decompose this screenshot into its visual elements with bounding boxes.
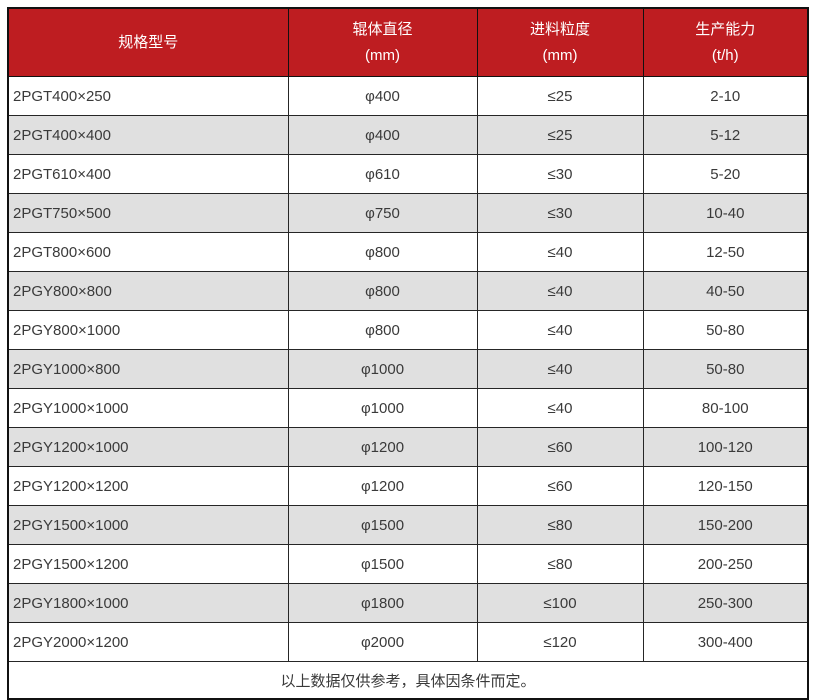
value-cell: ≤40 [476, 271, 644, 311]
value-cell: φ1800 [287, 583, 478, 623]
value-cell: ≤80 [476, 544, 644, 584]
value-cell: ≤80 [476, 505, 644, 545]
value-cell: ≤40 [476, 388, 644, 428]
model-cell: 2PGT800×600 [7, 232, 289, 272]
value-cell: 300-400 [642, 622, 809, 662]
model-cell: 2PGY1200×1200 [7, 466, 289, 506]
value-cell: 250-300 [642, 583, 809, 623]
table-footer: 以上数据仅供参考，具体因条件而定。 [7, 661, 809, 700]
model-cell: 2PGY1500×1200 [7, 544, 289, 584]
column-header-label: 进料粒度 [529, 20, 590, 38]
table-row: 2PGY800×1000 φ800 ≤40 50-80 [7, 310, 809, 350]
value-cell: φ1200 [287, 427, 478, 467]
column-header-label: 规格型号 [118, 33, 179, 51]
value-cell: 40-50 [642, 271, 809, 311]
value-cell: φ750 [287, 193, 478, 233]
table-row: 2PGY1200×1200 φ1200 ≤60 120-150 [7, 466, 809, 506]
column-header-unit: (t/h) [711, 46, 739, 64]
value-cell: 80-100 [642, 388, 809, 428]
value-cell: ≤120 [476, 622, 644, 662]
model-cell: 2PGT610×400 [7, 154, 289, 194]
table-row: 2PGY1000×1000 φ1000 ≤40 80-100 [7, 388, 809, 428]
value-cell: 150-200 [642, 505, 809, 545]
table-row: 2PGY800×800 φ800 ≤40 40-50 [7, 271, 809, 311]
value-cell: 5-20 [642, 154, 809, 194]
value-cell: ≤30 [476, 154, 644, 194]
value-cell: φ800 [287, 271, 478, 311]
value-cell: 10-40 [642, 193, 809, 233]
value-cell: 200-250 [642, 544, 809, 584]
value-cell: ≤40 [476, 349, 644, 389]
model-cell: 2PGY800×1000 [7, 310, 289, 350]
model-cell: 2PGT750×500 [7, 193, 289, 233]
column-header-2: 辊体直径 (mm) [287, 7, 478, 77]
column-header-label: 辊体直径 [352, 20, 413, 38]
column-header-4: 生产能力 (t/h) [642, 7, 809, 77]
value-cell: 120-150 [642, 466, 809, 506]
table-header: 规格型号 辊体直径 (mm) 进料粒度 (mm) 生产能力 (t/h) [7, 7, 809, 77]
table-row: 2PGY1200×1000 φ1200 ≤60 100-120 [7, 427, 809, 467]
value-cell: φ400 [287, 115, 478, 155]
value-cell: ≤25 [476, 76, 644, 116]
value-cell: φ2000 [287, 622, 478, 662]
model-cell: 2PGT400×250 [7, 76, 289, 116]
value-cell: φ1200 [287, 466, 478, 506]
column-header-3: 进料粒度 (mm) [476, 7, 644, 77]
value-cell: 100-120 [642, 427, 809, 467]
table-row: 2PGY2000×1200 φ2000 ≤120 300-400 [7, 622, 809, 662]
value-cell: φ1000 [287, 349, 478, 389]
model-cell: 2PGY1200×1000 [7, 427, 289, 467]
model-cell: 2PGY1000×1000 [7, 388, 289, 428]
value-cell: 2-10 [642, 76, 809, 116]
value-cell: φ1500 [287, 505, 478, 545]
spec-table: 规格型号 辊体直径 (mm) 进料粒度 (mm) 生产能力 (t/h) 2PGT400×25… [7, 7, 809, 700]
column-header-1: 规格型号 [7, 7, 289, 77]
value-cell: ≤60 [476, 427, 644, 467]
value-cell: φ610 [287, 154, 478, 194]
table-row: 2PGT400×250 φ400 ≤25 2-10 [7, 76, 809, 116]
table-row: 2PGY1500×1000 φ1500 ≤80 150-200 [7, 505, 809, 545]
footer-row: 以上数据仅供参考，具体因条件而定。 [7, 661, 809, 700]
value-cell: 50-80 [642, 349, 809, 389]
column-header-unit: (mm) [542, 46, 578, 64]
model-cell: 2PGY1500×1000 [7, 505, 289, 545]
value-cell: φ800 [287, 232, 478, 272]
value-cell: 5-12 [642, 115, 809, 155]
value-cell: ≤60 [476, 466, 644, 506]
table-row: 2PGY1000×800 φ1000 ≤40 50-80 [7, 349, 809, 389]
table-row: 2PGT750×500 φ750 ≤30 10-40 [7, 193, 809, 233]
table-row: 2PGY1800×1000 φ1800 ≤100 250-300 [7, 583, 809, 623]
value-cell: φ400 [287, 76, 478, 116]
value-cell: 50-80 [642, 310, 809, 350]
value-cell: ≤25 [476, 115, 644, 155]
table-row: 2PGT400×400 φ400 ≤25 5-12 [7, 115, 809, 155]
column-header-unit: (mm) [365, 46, 400, 64]
model-cell: 2PGT400×400 [7, 115, 289, 155]
column-header-label: 生产能力 [695, 20, 756, 38]
model-cell: 2PGY1000×800 [7, 349, 289, 389]
table-body: 2PGT400×250 φ400 ≤25 2-10 2PGT400×400 φ400 ≤25… [7, 76, 809, 662]
footer-note: 以上数据仅供参考，具体因条件而定。 [7, 661, 809, 700]
table-header-row: 规格型号 辊体直径 (mm) 进料粒度 (mm) 生产能力 (t/h) [7, 7, 809, 77]
table-row: 2PGY1500×1200 φ1500 ≤80 200-250 [7, 544, 809, 584]
model-cell: 2PGY2000×1200 [7, 622, 289, 662]
value-cell: φ800 [287, 310, 478, 350]
value-cell: 12-50 [642, 232, 809, 272]
value-cell: φ1000 [287, 388, 478, 428]
value-cell: ≤40 [476, 310, 644, 350]
value-cell: ≤30 [476, 193, 644, 233]
model-cell: 2PGY1800×1000 [7, 583, 289, 623]
model-cell: 2PGY800×800 [7, 271, 289, 311]
table-row: 2PGT800×600 φ800 ≤40 12-50 [7, 232, 809, 272]
table-row: 2PGT610×400 φ610 ≤30 5-20 [7, 154, 809, 194]
value-cell: φ1500 [287, 544, 478, 584]
value-cell: ≤40 [476, 232, 644, 272]
value-cell: ≤100 [476, 583, 644, 623]
